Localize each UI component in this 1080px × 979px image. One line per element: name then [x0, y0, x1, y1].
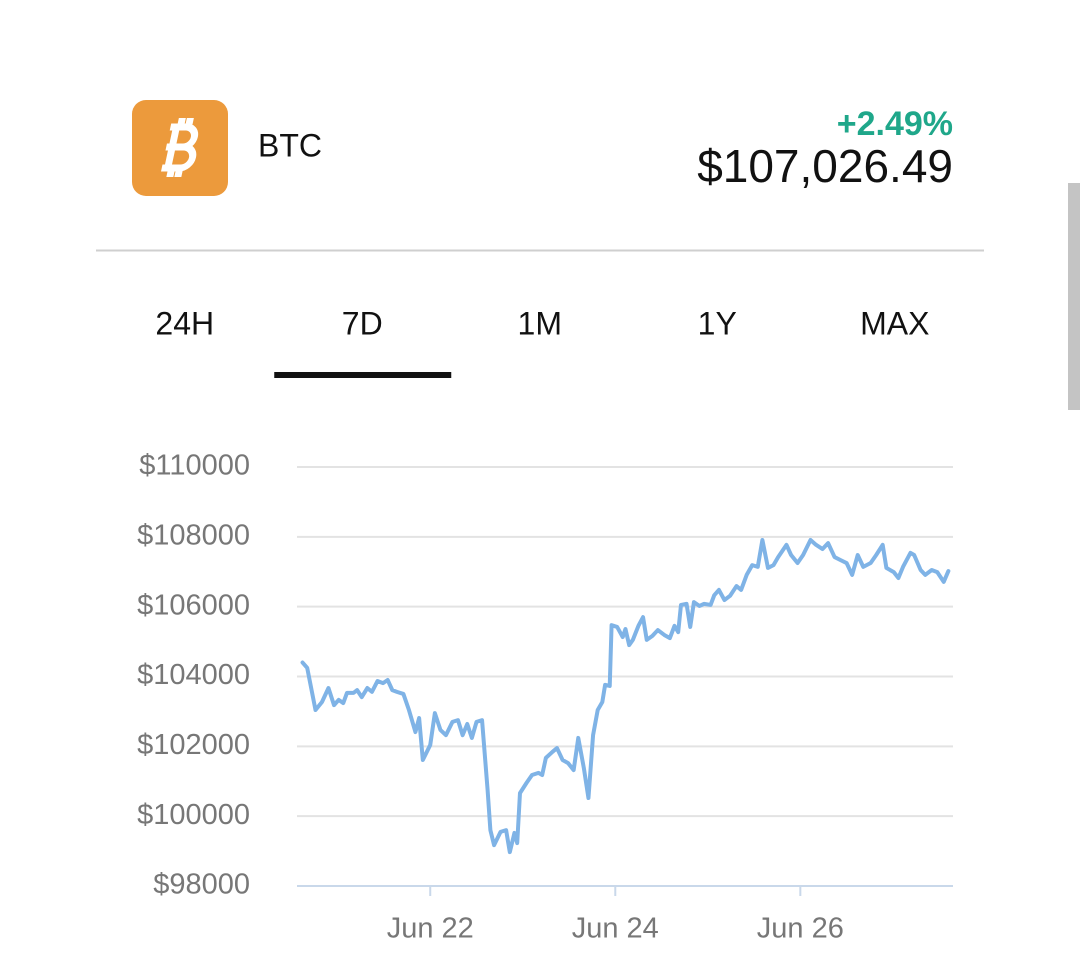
tab[interactable]: MAX [860, 305, 929, 341]
chart: $98000 $100000 $102000 $104000 $106000 $10800… [137, 450, 953, 945]
tab[interactable]: 24H [155, 305, 214, 341]
bitcoin-glyph [161, 118, 199, 177]
y-tick-label: $100000 [137, 799, 250, 831]
coin-symbol: BTC [258, 127, 322, 163]
x-tick-label: Jun 26 [757, 913, 844, 945]
tab-indicator [274, 372, 452, 378]
x-tick-label: Jun 22 [387, 913, 474, 945]
price: $107,026.49 [697, 140, 953, 192]
tab[interactable]: 1Y [698, 305, 737, 341]
x-tick-label: Jun 24 [572, 913, 659, 945]
tab[interactable]: 7D [342, 305, 383, 341]
scrollbar [1068, 183, 1080, 410]
y-tick-label: $104000 [137, 659, 250, 691]
y-tick-label: $106000 [137, 589, 250, 621]
price-line [300, 537, 951, 855]
y-tick-label: $110000 [139, 450, 250, 482]
tab[interactable]: 1M [518, 305, 562, 341]
y-tick-label: $98000 [153, 869, 250, 901]
tab-bar: 24H 7D 1M 1Y MAX [155, 305, 929, 378]
price-change: +2.49% [837, 105, 953, 143]
y-tick-label: $108000 [137, 519, 250, 551]
y-tick-label: $102000 [137, 729, 250, 761]
